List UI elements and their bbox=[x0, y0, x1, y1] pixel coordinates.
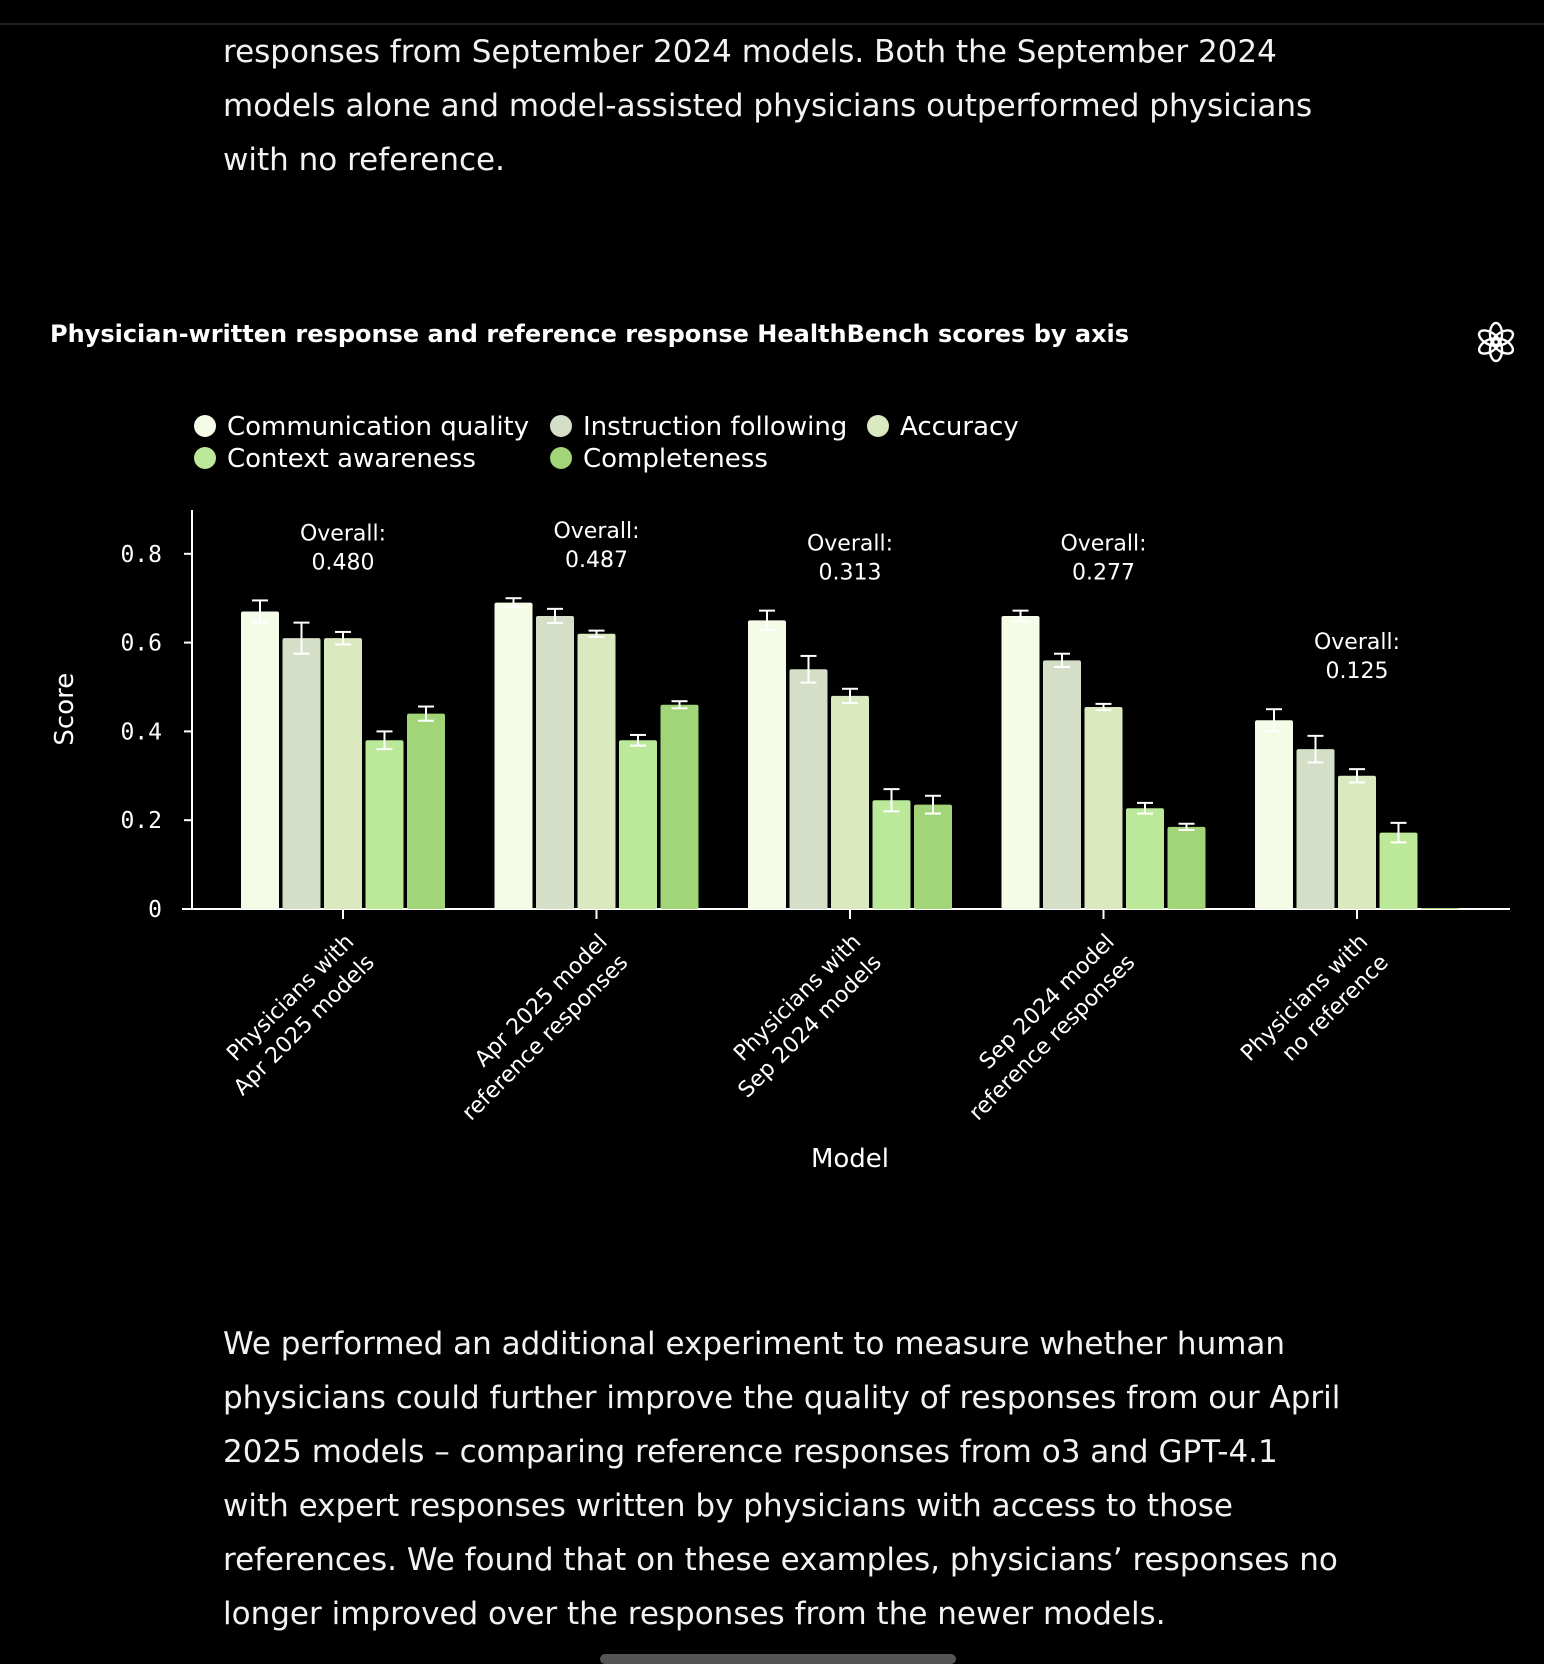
bar bbox=[1421, 908, 1459, 909]
bar bbox=[577, 633, 616, 909]
bar bbox=[619, 740, 657, 909]
legend-marker bbox=[550, 447, 572, 469]
legend-label: Communication quality bbox=[227, 412, 529, 442]
overall-label: Overall: bbox=[1314, 630, 1400, 655]
legend-marker bbox=[194, 447, 216, 469]
bar bbox=[789, 669, 828, 909]
legend-marker bbox=[194, 415, 216, 437]
bar bbox=[1126, 808, 1164, 909]
legend-marker bbox=[867, 415, 889, 437]
article-paragraph-top: responses from September 2024 models. Bo… bbox=[223, 34, 1313, 178]
bar bbox=[407, 713, 445, 909]
overall-label: Overall: bbox=[807, 532, 893, 557]
x-tick-label: Apr 2025 modelreference responses bbox=[437, 930, 633, 1126]
bar bbox=[241, 611, 279, 909]
overall-value: 0.487 bbox=[565, 548, 628, 573]
scroll-handle[interactable] bbox=[600, 1654, 956, 1664]
legend-label: Accuracy bbox=[900, 412, 1019, 442]
bar bbox=[872, 800, 911, 909]
openai-logo-icon bbox=[1477, 321, 1515, 363]
bar bbox=[831, 695, 869, 909]
bar bbox=[282, 638, 321, 909]
legend-label: Instruction following bbox=[583, 412, 847, 442]
bar bbox=[1338, 775, 1376, 909]
bar bbox=[1167, 826, 1206, 909]
chart-bars bbox=[241, 597, 1459, 909]
legend-marker bbox=[550, 415, 572, 437]
bar bbox=[748, 620, 786, 909]
bar bbox=[914, 804, 952, 909]
bar bbox=[1084, 706, 1123, 909]
article-paragraph-bottom: We performed an additional experiment to… bbox=[223, 1326, 1341, 1632]
bar bbox=[1043, 660, 1081, 909]
overall-label: Overall: bbox=[553, 519, 639, 544]
x-axis-title: Model bbox=[811, 1144, 889, 1174]
chart-legend: Communication quality Instruction followi… bbox=[194, 412, 1019, 474]
overall-value: 0.313 bbox=[819, 561, 882, 586]
bar bbox=[536, 615, 574, 909]
bar bbox=[1255, 720, 1293, 909]
bar-chart: Communication quality Instruction followi… bbox=[50, 412, 1510, 1174]
y-tick-label: 0.4 bbox=[120, 719, 162, 745]
chart-title: Physician-written response and reference… bbox=[50, 320, 1130, 348]
bar bbox=[324, 638, 362, 909]
top-divider bbox=[0, 23, 1544, 25]
y-tick-label: 0.8 bbox=[120, 542, 162, 568]
overall-value: 0.125 bbox=[1326, 659, 1389, 684]
bar bbox=[1296, 749, 1335, 909]
y-tick-label: 0.2 bbox=[120, 808, 162, 834]
overall-label: Overall: bbox=[300, 521, 386, 546]
x-tick-label: Physicians withApr 2025 models bbox=[209, 930, 380, 1101]
bar bbox=[1379, 832, 1418, 909]
y-tick-label: 0 bbox=[148, 897, 162, 923]
overall-label: Overall: bbox=[1060, 532, 1146, 557]
x-tick-label: Physicians withSep 2024 models bbox=[713, 930, 887, 1104]
bar bbox=[494, 602, 533, 909]
y-tick-label: 0.6 bbox=[120, 631, 162, 657]
x-tick-label: Sep 2024 modelreference responses bbox=[944, 930, 1140, 1126]
bar bbox=[1001, 615, 1040, 909]
legend-label: Completeness bbox=[583, 444, 768, 474]
overall-value: 0.480 bbox=[312, 550, 375, 575]
overall-value: 0.277 bbox=[1072, 561, 1135, 586]
legend-label: Context awareness bbox=[227, 444, 476, 474]
bar bbox=[660, 704, 699, 909]
bar bbox=[365, 740, 404, 909]
y-axis-title: Score bbox=[50, 673, 80, 746]
x-tick-label: Physicians withno reference bbox=[1236, 930, 1393, 1087]
